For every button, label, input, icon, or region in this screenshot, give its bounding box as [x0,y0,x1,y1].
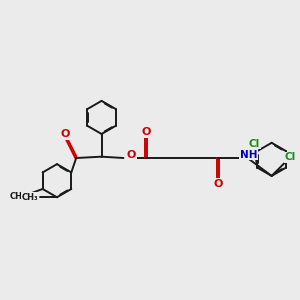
Text: CH₃: CH₃ [10,192,26,201]
Text: CH₃: CH₃ [21,193,38,202]
Text: O: O [61,129,70,139]
Text: Cl: Cl [285,152,296,162]
Text: O: O [142,127,151,137]
Text: O: O [127,150,136,160]
Text: Cl: Cl [249,139,260,148]
Text: NH: NH [240,150,257,160]
Text: O: O [214,179,223,189]
